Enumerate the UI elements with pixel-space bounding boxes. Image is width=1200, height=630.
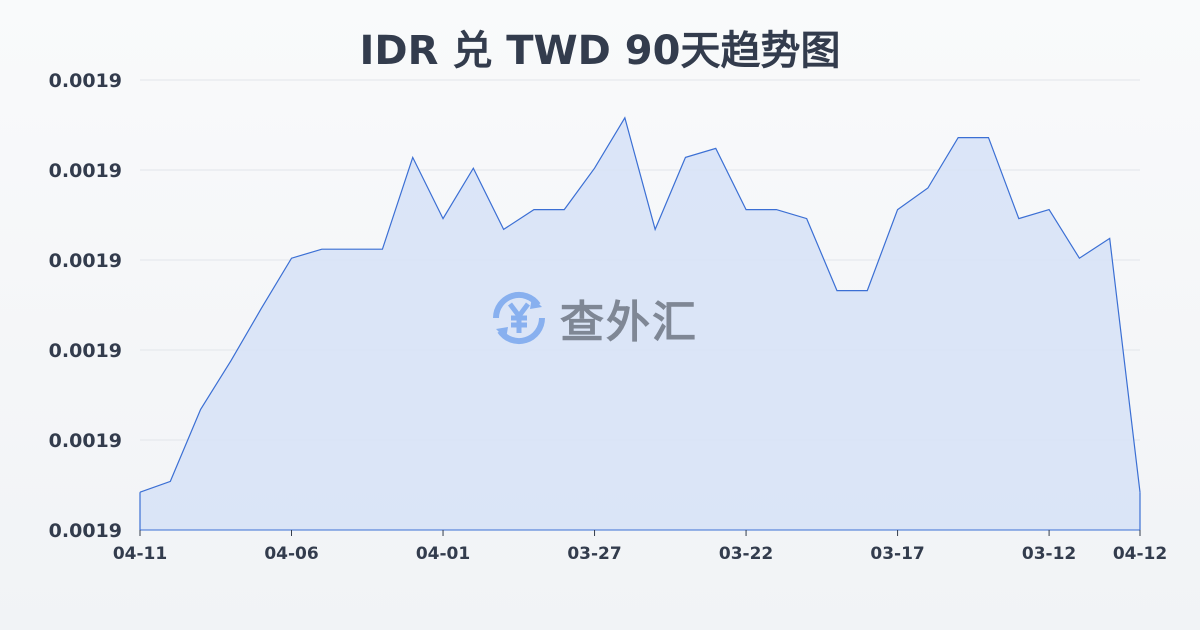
x-tick-label: 03-12 [1022, 544, 1076, 564]
y-tick-label: 0.0019 [49, 430, 122, 452]
chart-title: IDR 兑 TWD 90天趋势图 [359, 28, 841, 74]
y-tick-label: 0.0019 [49, 70, 122, 92]
x-tick-label: 03-17 [870, 544, 924, 564]
x-tick-label: 04-11 [113, 544, 167, 564]
y-tick-label: 0.0019 [49, 340, 122, 362]
x-tick-label: 03-27 [567, 544, 621, 564]
x-tick-label: 04-01 [416, 544, 470, 564]
series-line [139, 116, 1141, 493]
y-tick-label: 0.0019 [49, 520, 122, 542]
y-tick-label: 0.0019 [49, 160, 122, 182]
yen-exchange-icon [492, 291, 546, 345]
area-fill [140, 117, 1140, 531]
watermark: 查外汇 [488, 286, 698, 350]
watermark-text: 查外汇 [560, 297, 698, 348]
x-tick-label: 04-12 [1113, 544, 1167, 564]
x-tick-label: 04-06 [264, 544, 318, 564]
y-tick-label: 0.0019 [49, 250, 122, 272]
x-tick-label: 03-22 [719, 544, 773, 564]
